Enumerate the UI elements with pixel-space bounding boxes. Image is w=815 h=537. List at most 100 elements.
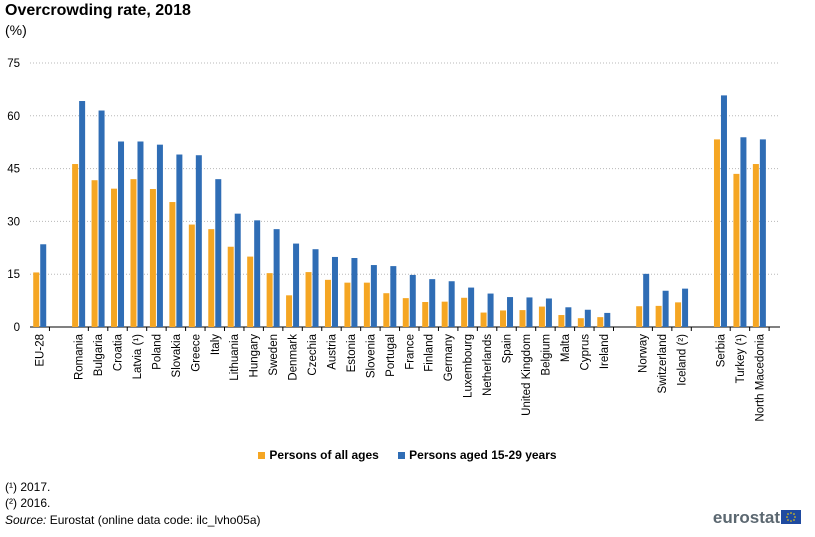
x-tick-label: Serbia [715, 333, 727, 367]
bar-all-ages [266, 273, 273, 327]
bar-15-29 [468, 287, 475, 327]
bar-all-ages [247, 256, 254, 327]
bar-all-ages [597, 317, 604, 327]
bar-15-29 [526, 297, 533, 327]
bar-15-29 [293, 243, 300, 327]
bar-all-ages [169, 202, 176, 327]
footnote-1: (¹) 2017. [5, 480, 51, 494]
legend-item-all-ages: Persons of all ages [258, 448, 379, 462]
x-tick-label: Estonia [346, 333, 358, 372]
bar-all-ages [91, 180, 98, 327]
legend-item-15-29: Persons aged 15-29 years [398, 448, 557, 462]
x-tick-label: Cyprus [579, 334, 591, 371]
x-tick-label: Denmark [288, 334, 300, 381]
bar-15-29 [351, 258, 358, 327]
x-tick-label: Italy [210, 334, 222, 355]
bar-15-29 [312, 249, 319, 327]
x-tick-label: Luxembourg [463, 334, 475, 398]
source-text: Eurostat (online data code: ilc_lvho05a) [46, 513, 261, 527]
x-tick-label: Latvia (¹) [132, 334, 144, 380]
bar-all-ages [363, 282, 370, 327]
x-tick-label: Hungary [249, 334, 261, 378]
bar-all-ages [227, 246, 234, 327]
x-axis-labels: EU-28 Romania Bulgaria Croatia Latvia (¹) Pol… [35, 327, 770, 422]
bar-15-29 [604, 312, 611, 327]
bar-15-29 [584, 309, 591, 327]
x-tick-label: Portugal [385, 334, 397, 377]
bar-all-ages [33, 272, 40, 327]
y-tick-label: 60 [7, 111, 20, 123]
bar-all-ages [286, 295, 293, 327]
x-tick-label: Netherlands [482, 334, 494, 396]
x-tick-label: Romania [74, 333, 86, 380]
bar-15-29 [215, 179, 222, 327]
source-label: Source: [5, 513, 47, 527]
x-tick-label: Iceland (²) [677, 334, 689, 386]
x-tick-label: Slovakia [171, 333, 183, 377]
bar-15-29 [390, 266, 397, 327]
legend-swatch-all-ages [258, 452, 266, 460]
y-tick-label: 0 [14, 322, 20, 334]
bar-all-ages [655, 305, 662, 327]
eurostat-logo: eurostat [712, 508, 780, 527]
bar-15-29 [98, 110, 105, 328]
bar-all-ages [752, 164, 759, 327]
bar-all-ages [480, 312, 487, 327]
x-tick-label: Finland [424, 334, 436, 372]
x-tick-label: Norway [638, 334, 650, 373]
bar-15-29 [234, 213, 241, 327]
bar-all-ages [519, 310, 526, 327]
bar-all-ages [383, 293, 390, 327]
x-tick-label: Ireland [599, 334, 611, 369]
x-tick-label: Lithuania [229, 333, 241, 380]
x-tick-label: Turkey (¹) [735, 334, 747, 384]
bar-all-ages [324, 279, 331, 327]
bar-15-29 [643, 273, 650, 327]
bars [33, 95, 766, 328]
x-tick-label: Slovenia [365, 333, 377, 378]
bar-all-ages [305, 272, 312, 327]
bar-15-29 [487, 293, 494, 327]
x-tick-label: EU-28 [35, 334, 47, 367]
bar-15-29 [254, 220, 261, 327]
y-axis-ticks: 0 15 30 45 60 75 [7, 58, 20, 334]
x-tick-label: North Macedonia [754, 333, 766, 421]
bar-15-29 [156, 144, 163, 327]
bar-15-29 [176, 154, 183, 327]
bar-15-29 [682, 288, 689, 327]
bar-all-ages [500, 310, 507, 327]
bar-all-ages [675, 302, 682, 327]
bar-15-29 [40, 244, 47, 327]
x-tick-label: Greece [190, 334, 202, 372]
bar-all-ages [130, 179, 137, 327]
x-tick-label: United Kingdom [521, 334, 533, 416]
chart-title: Overcrowding rate, 2018 [5, 2, 191, 19]
bar-all-ages [461, 297, 468, 327]
x-tick-label: Malta [560, 333, 572, 362]
bar-all-ages [733, 173, 740, 327]
legend: Persons of all ages Persons aged 15-29 y… [0, 448, 815, 462]
bar-all-ages [72, 164, 79, 327]
legend-label-15-29: Persons aged 15-29 years [409, 448, 557, 462]
bar-all-ages [558, 315, 565, 327]
bar-all-ages [577, 318, 584, 327]
bar-all-ages [149, 189, 156, 327]
footnote-2: (²) 2016. [5, 496, 51, 510]
x-tick-label: Switzerland [657, 334, 669, 393]
bar-all-ages [402, 298, 409, 327]
x-tick-label: Germany [443, 334, 455, 382]
chart-unit-label: (%) [5, 22, 27, 38]
bar-all-ages [713, 139, 720, 327]
bar-15-29 [273, 229, 280, 327]
y-tick-label: 75 [7, 58, 20, 70]
bar-15-29 [118, 141, 125, 327]
bar-all-ages [208, 229, 215, 327]
bar-all-ages [441, 301, 448, 327]
bar-all-ages [636, 306, 643, 327]
x-tick-label: Belgium [540, 334, 552, 376]
x-tick-label: Spain [502, 334, 514, 363]
bar-15-29 [429, 279, 436, 327]
bar-15-29 [409, 274, 416, 327]
bar-15-29 [759, 139, 766, 327]
bar-15-29 [448, 281, 455, 327]
